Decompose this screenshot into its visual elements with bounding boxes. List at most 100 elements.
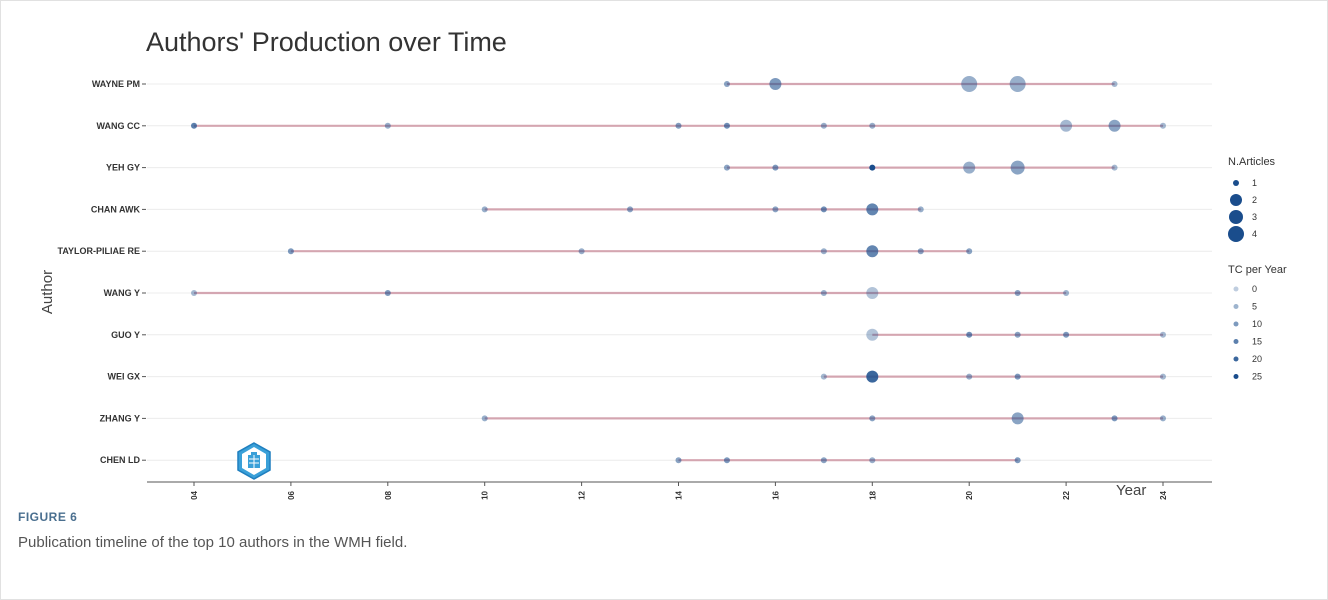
data-point	[578, 248, 585, 255]
data-point	[1108, 119, 1121, 132]
data-point	[966, 373, 973, 380]
legend-size-dot	[1228, 226, 1244, 242]
data-point	[820, 206, 827, 213]
author-label: CHEN LD	[100, 455, 140, 465]
author-label: ZHANG Y	[100, 413, 140, 423]
legend-color-label: 10	[1252, 319, 1262, 329]
data-point	[723, 164, 730, 171]
data-point	[866, 370, 879, 383]
legend-color-dot	[1233, 374, 1239, 379]
legend-color-title: TC per Year	[1228, 264, 1287, 276]
author-label: TAYLOR-PILIAE RE	[57, 246, 140, 256]
data-point	[1111, 164, 1118, 171]
author-label: YEH GY	[106, 163, 140, 173]
chart-title: Authors' Production over Time	[146, 27, 507, 57]
data-point	[287, 248, 294, 255]
figure-caption: FIGURE 6 Publication timeline of the top…	[18, 510, 1308, 551]
author-label: CHAN AWK	[91, 204, 141, 214]
data-point	[820, 457, 827, 464]
data-point	[869, 415, 876, 422]
data-point	[820, 373, 827, 380]
year-label: 2006	[287, 490, 296, 500]
data-point	[866, 287, 879, 299]
year-label: 2016	[771, 490, 780, 500]
data-point	[772, 164, 779, 171]
author-axis: WAYNE PM WANG CC YEH GY CHAN AWK TAYLOR-PILI…	[57, 79, 146, 465]
year-label: 2020	[965, 490, 974, 500]
year-label: 2022	[1062, 490, 1071, 500]
legend-color-label: 20	[1252, 354, 1262, 364]
shield-logo-icon	[237, 442, 271, 480]
data-point	[820, 290, 827, 296]
author-label: WAYNE PM	[92, 79, 140, 89]
legend-size-label: 1	[1252, 178, 1257, 188]
data-point	[1014, 290, 1021, 296]
data-point	[1111, 415, 1118, 422]
author-label: GUO Y	[111, 330, 140, 340]
data-point	[866, 203, 879, 216]
year-label: 2008	[384, 490, 393, 500]
data-point	[866, 328, 879, 341]
caption-text: Publication timeline of the top 10 autho…	[18, 534, 408, 551]
year-label: 2010	[481, 490, 490, 500]
legend-color-items: 0 5 10 15 20 25	[1233, 284, 1262, 382]
year-label: 2004	[190, 490, 199, 500]
legend-size-label: 3	[1252, 212, 1257, 222]
x-axis-title: Year	[1116, 482, 1146, 499]
data-point	[1010, 160, 1025, 175]
data-point	[917, 206, 924, 213]
figure-label: FIGURE 6	[18, 510, 78, 524]
data-point	[966, 248, 973, 255]
data-point	[723, 81, 730, 87]
data-point	[481, 415, 488, 422]
year-label: 2012	[578, 490, 587, 500]
data-point	[866, 245, 879, 258]
legend: N.Articles 1 2 3 4 TC per Year 0 5 10 15 20 25	[1228, 156, 1287, 382]
year-label: 2024	[1159, 490, 1168, 500]
legend-size-dot	[1230, 194, 1242, 206]
legend-size-label: 4	[1252, 229, 1257, 239]
chart: Authors' Production over Time WAYNE PMWA…	[39, 27, 1287, 500]
year-axis: 2004 2006 2008 2010 2012 2014 2016 2018 2020 2022…	[147, 481, 1212, 500]
data-point	[1014, 331, 1021, 338]
legend-size-label: 2	[1252, 195, 1257, 205]
year-label: 2018	[868, 490, 877, 500]
legend-color-dot	[1233, 321, 1239, 327]
legend-color-label: 5	[1252, 302, 1257, 312]
data-point	[1160, 331, 1166, 338]
data-point	[1111, 81, 1118, 87]
data-point	[1014, 457, 1021, 464]
legend-size-dot	[1229, 210, 1243, 224]
data-point	[917, 248, 924, 255]
data-point	[966, 331, 973, 338]
data-point	[961, 76, 978, 92]
data-point	[675, 457, 682, 464]
legend-color-label: 25	[1252, 372, 1262, 382]
legend-color-dot	[1233, 339, 1239, 344]
data-point	[723, 122, 730, 129]
data-point	[769, 78, 782, 90]
data-point	[963, 161, 976, 174]
data-point	[627, 206, 634, 213]
data-point	[384, 290, 391, 296]
legend-color-label: 0	[1252, 284, 1257, 294]
data-point	[869, 457, 876, 464]
author-label: WANG CC	[97, 121, 141, 131]
data-point	[1063, 290, 1070, 296]
data-point	[820, 122, 827, 129]
data-point	[869, 164, 876, 171]
segment-layer	[194, 82, 1163, 462]
grid-layer	[147, 83, 1212, 461]
point-layer	[191, 76, 1166, 464]
legend-color-dot	[1233, 356, 1239, 362]
y-axis-title: Author	[39, 270, 56, 314]
legend-size-title: N.Articles	[1228, 156, 1276, 168]
data-point	[675, 122, 682, 129]
data-point	[191, 122, 197, 129]
data-point	[820, 248, 827, 255]
legend-color-label: 15	[1252, 337, 1262, 347]
data-point	[1014, 373, 1021, 380]
author-label: WEI GX	[107, 372, 140, 382]
author-label: WANG Y	[104, 288, 140, 298]
